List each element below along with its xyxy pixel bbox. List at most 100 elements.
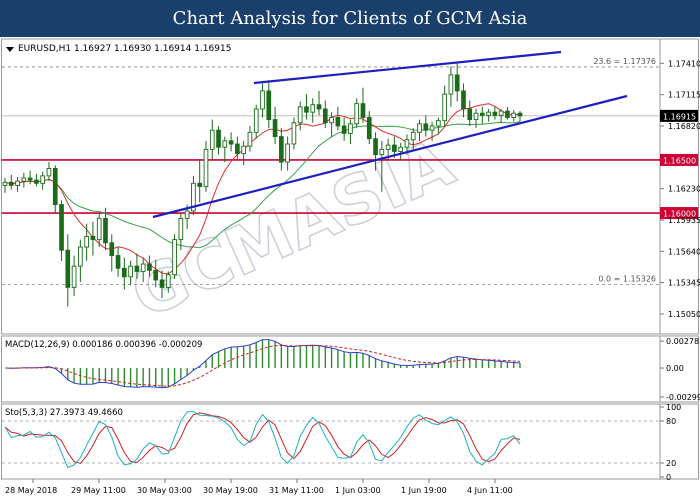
candle-body: [59, 204, 64, 251]
candle-body: [197, 182, 203, 187]
candle-body: [297, 106, 303, 124]
candle-body: [385, 144, 391, 150]
candle-body: [172, 239, 177, 276]
candle-body: [27, 177, 33, 181]
candle-body: [360, 103, 366, 118]
candle-body: [65, 249, 71, 288]
candle-body: [40, 175, 46, 184]
candle-body: [228, 140, 234, 145]
candle-body: [373, 138, 378, 156]
candle-body: [253, 108, 259, 133]
macd-panel: 0.002785 0.00 -0.002990 MACD(12,26,9) 0.00…: [1, 335, 700, 403]
candle-body: [511, 112, 517, 118]
symbol-dropdown-icon[interactable]: [6, 47, 14, 52]
fibonacci-label: 0.0 = 1.15326: [598, 275, 656, 284]
price-tick-label: 1.16230: [668, 185, 700, 194]
price-tick-label: 1.16820: [668, 122, 700, 131]
time-tick-label: 28 May 2018: [5, 486, 57, 495]
trendlines: [152, 50, 628, 219]
candle-body: [304, 106, 309, 113]
candle-body: [505, 110, 510, 118]
price-tick-label: 1.15935: [668, 216, 700, 225]
current-price-label: 1.16915: [663, 112, 696, 121]
candle-body: [517, 112, 523, 117]
page-title-text: Chart Analysis for Clients of GCM Asia: [172, 8, 528, 29]
fast-ma-line: [4, 103, 521, 275]
candle-body: [21, 177, 27, 182]
candle-body: [140, 263, 146, 272]
candle-body: [216, 129, 221, 148]
macd-tick-label: -0.002990: [666, 393, 700, 402]
candle-body: [103, 217, 108, 244]
stochastic-tick-label: 0: [666, 473, 671, 482]
price-tick-label: 1.15345: [668, 279, 700, 288]
macd-panel-border: [1, 335, 699, 403]
time-tick-label: 30 May 19:00: [203, 486, 258, 495]
candle-body: [291, 122, 297, 145]
macd-tick-label: 0.00: [666, 364, 684, 373]
candle-body: [2, 181, 8, 186]
candle-body: [52, 167, 58, 206]
candle-body: [178, 217, 184, 241]
candle-body: [417, 123, 422, 133]
candle-body: [492, 111, 498, 116]
candle-body: [235, 143, 240, 155]
stochastic-axis: 100 80 20 0: [660, 403, 681, 482]
current-price-tag: [660, 109, 698, 122]
candle-body: [96, 217, 102, 241]
candle-body: [479, 112, 485, 116]
time-tick-label: 1 Jun 03:00: [335, 486, 381, 495]
stochastic-tick-label: 100: [666, 403, 681, 412]
candle-body: [78, 246, 83, 267]
candle-body: [467, 108, 473, 121]
candle-body: [410, 131, 416, 141]
candle-body: [310, 104, 316, 113]
level-price-label: 1.16000: [663, 210, 696, 219]
candle-body: [442, 93, 447, 122]
price-tick-label: 1.17115: [668, 91, 700, 100]
candlesticks: [2, 62, 523, 307]
candle-body: [90, 235, 96, 241]
candle-body: [473, 112, 479, 121]
level-price-tag: [660, 153, 698, 166]
stochastic-panel-border: [1, 403, 699, 480]
macd-histogram: [10, 339, 521, 388]
level-price-label: 1.16500: [663, 156, 696, 165]
stochastic-signal-line: [4, 412, 521, 464]
macd-axis: 0.002785 0.00 -0.002990: [660, 337, 700, 402]
candle-body: [191, 182, 196, 212]
candle-body: [398, 146, 404, 152]
symbol-label: EURUSD,H1 1.16927 1.16930 1.16914 1.1691…: [18, 44, 231, 54]
candle-body: [34, 179, 39, 184]
candle-body: [454, 74, 460, 92]
candle-body: [316, 104, 322, 110]
candle-body: [322, 108, 328, 124]
candle-body: [379, 148, 385, 156]
time-tick-label: 29 May 11:00: [71, 486, 126, 495]
candle-body: [392, 144, 397, 152]
candle-body: [335, 117, 341, 127]
stochastic-main-line: [4, 410, 521, 469]
macd-label: MACD(12,26,9) 0.000186 0.000396 -0.00020…: [5, 340, 202, 350]
candle-body: [46, 167, 52, 177]
candle-body: [272, 119, 278, 138]
macd-line: [4, 339, 521, 389]
stochastic-panel: 100 80 20 0 Sto(5,3,3) 27.3973 49.4660: [1, 403, 699, 482]
time-axis: 28 May 2018 29 May 11:00 30 May 03:00 30 Ma…: [5, 479, 513, 495]
stochastic-tick-label: 20: [666, 459, 676, 468]
page-title: Chart Analysis for Clients of GCM Asia: [0, 0, 700, 37]
price-tick-label: 1.15640: [668, 247, 700, 256]
candle-body: [429, 125, 435, 131]
candle-body: [329, 117, 334, 124]
candle-body: [486, 111, 491, 116]
candle-body: [285, 143, 290, 163]
candle-body: [84, 235, 89, 248]
candle-body: [341, 125, 347, 134]
price-panel-border: [1, 38, 699, 335]
chart-background: [0, 37, 700, 500]
stochastic-levels: [2, 420, 660, 464]
candle-body: [348, 123, 353, 134]
upper-trendline: [253, 50, 562, 85]
